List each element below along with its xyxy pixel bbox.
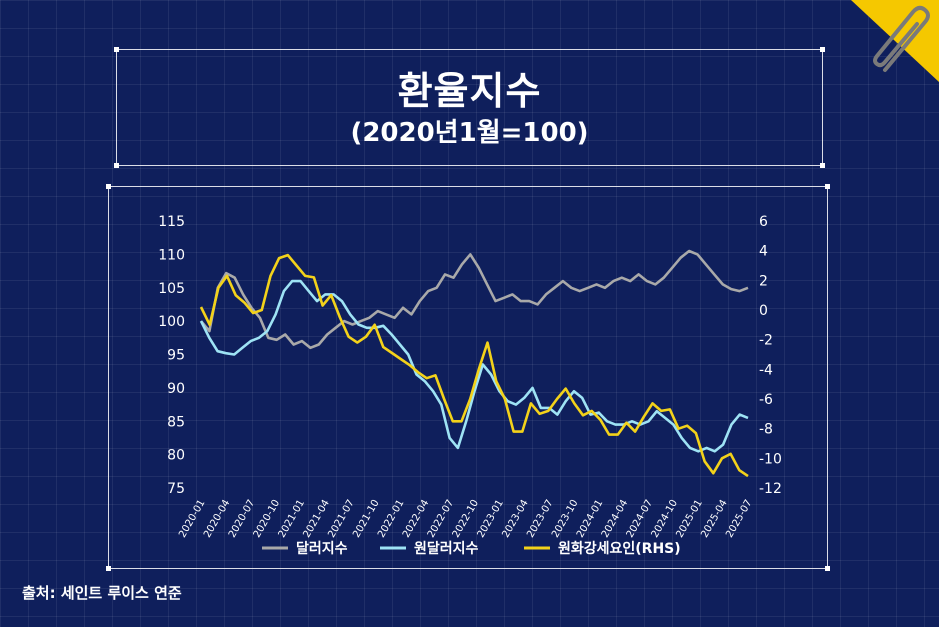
left-tick-label: 75 [167, 481, 185, 497]
right-tick-label: -12 [759, 481, 782, 497]
chart-frame [106, 184, 830, 571]
right-tick-label: -4 [759, 362, 773, 378]
chart-title: 환율지수 [397, 69, 542, 113]
legend-label-0: 달러지수 [296, 541, 348, 557]
chart-subtitle: (2020년1월=100) [350, 118, 589, 148]
right-tick-label: -2 [759, 333, 773, 349]
series-line-0 [200, 249, 749, 350]
x-axis-ticks: 2020-012020-042020-072020-102021-012021-… [177, 498, 754, 540]
right-axis-ticks: -12 -10 -8 -6 -4 -2 0 2 4 6 [759, 214, 782, 497]
left-tick-label: 110 [158, 247, 185, 263]
series-line-1 [199, 279, 749, 453]
right-tick-label: -6 [759, 392, 773, 408]
chart-legend: 달러지수 원달러지수 원화강세요인(RHS) [262, 540, 681, 557]
left-tick-label: 115 [158, 214, 185, 230]
right-tick-label: -8 [759, 422, 773, 438]
series-lines [199, 249, 749, 478]
title-frame [114, 47, 825, 168]
right-tick-label: 4 [759, 244, 768, 260]
right-tick-label: 6 [759, 214, 768, 230]
left-tick-label: 85 [167, 414, 185, 430]
right-tick-label: -10 [759, 451, 782, 467]
source-note: 출처: 세인트 루이스 연준 [22, 584, 182, 602]
left-axis-ticks: 75 80 85 90 95 100 105 110 115 [158, 214, 185, 497]
right-tick-label: 0 [759, 303, 768, 319]
right-tick-label: 2 [759, 273, 768, 289]
left-tick-label: 95 [167, 348, 185, 364]
legend-label-2: 원화강세요인(RHS) [558, 540, 681, 557]
paperclip-icon [851, 0, 939, 82]
series-line-2 [199, 253, 749, 478]
left-tick-label: 105 [158, 281, 185, 297]
left-tick-label: 80 [167, 448, 185, 464]
left-tick-label: 100 [158, 314, 185, 330]
left-tick-label: 90 [167, 381, 185, 397]
legend-label-1: 원달러지수 [414, 541, 479, 557]
